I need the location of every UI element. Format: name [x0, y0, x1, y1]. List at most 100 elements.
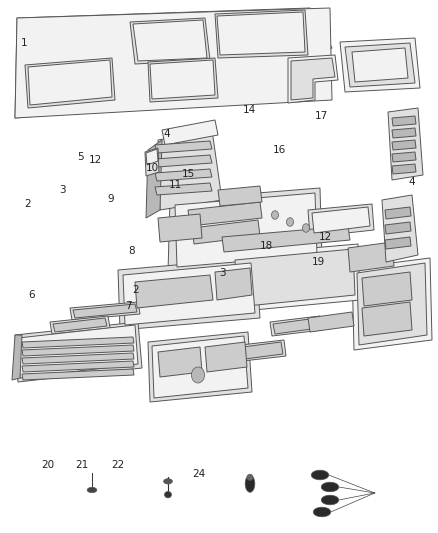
Polygon shape: [158, 130, 222, 210]
Polygon shape: [215, 10, 308, 58]
Polygon shape: [152, 336, 248, 398]
Ellipse shape: [247, 474, 253, 481]
Text: 17: 17: [314, 111, 328, 120]
Polygon shape: [145, 148, 159, 176]
Polygon shape: [73, 304, 137, 318]
Polygon shape: [352, 258, 432, 350]
Polygon shape: [357, 263, 427, 345]
Polygon shape: [392, 116, 416, 126]
Text: 2: 2: [132, 286, 139, 295]
Ellipse shape: [321, 495, 339, 505]
Text: 22: 22: [111, 460, 124, 470]
Circle shape: [191, 367, 205, 383]
Polygon shape: [22, 345, 134, 356]
Polygon shape: [22, 337, 134, 348]
Text: 8: 8: [128, 246, 135, 255]
Polygon shape: [15, 8, 332, 118]
Polygon shape: [135, 275, 213, 308]
Text: 11: 11: [169, 180, 182, 190]
Polygon shape: [308, 204, 374, 237]
Polygon shape: [58, 332, 114, 352]
Polygon shape: [70, 302, 140, 320]
Polygon shape: [385, 237, 411, 249]
Polygon shape: [146, 140, 162, 218]
Polygon shape: [15, 8, 332, 118]
Polygon shape: [155, 169, 212, 181]
Polygon shape: [392, 128, 416, 138]
Polygon shape: [382, 195, 418, 262]
Polygon shape: [22, 353, 134, 364]
Polygon shape: [352, 48, 408, 82]
Polygon shape: [130, 18, 210, 64]
Polygon shape: [230, 244, 360, 312]
Polygon shape: [155, 141, 212, 153]
Text: 3: 3: [59, 185, 66, 195]
Polygon shape: [175, 193, 317, 267]
Polygon shape: [155, 155, 212, 167]
Ellipse shape: [245, 475, 255, 492]
Polygon shape: [53, 318, 107, 332]
Text: 4: 4: [408, 177, 415, 187]
Polygon shape: [235, 249, 355, 307]
Ellipse shape: [321, 482, 339, 492]
Polygon shape: [235, 342, 283, 360]
Polygon shape: [308, 312, 354, 332]
Ellipse shape: [311, 470, 329, 480]
Polygon shape: [385, 207, 411, 219]
Text: 6: 6: [28, 290, 35, 300]
Polygon shape: [123, 263, 255, 325]
Text: 3: 3: [219, 268, 226, 278]
Polygon shape: [392, 140, 416, 150]
Ellipse shape: [313, 507, 331, 517]
Polygon shape: [362, 272, 412, 306]
Polygon shape: [218, 186, 262, 206]
Polygon shape: [270, 316, 322, 336]
Polygon shape: [192, 220, 260, 244]
Text: 4: 4: [163, 130, 170, 139]
Text: 1: 1: [21, 38, 28, 47]
Polygon shape: [273, 318, 319, 334]
Polygon shape: [28, 60, 112, 105]
Text: 20: 20: [42, 460, 55, 470]
Polygon shape: [158, 214, 202, 242]
Polygon shape: [232, 340, 286, 362]
Text: 10: 10: [146, 163, 159, 173]
Text: 12: 12: [319, 232, 332, 242]
Text: 9: 9: [107, 194, 114, 204]
Polygon shape: [15, 322, 142, 382]
Polygon shape: [345, 43, 415, 87]
Polygon shape: [222, 226, 350, 252]
Text: 7: 7: [125, 302, 132, 311]
Polygon shape: [155, 183, 212, 195]
Polygon shape: [217, 12, 305, 55]
Polygon shape: [385, 222, 411, 234]
Circle shape: [303, 224, 310, 232]
Polygon shape: [215, 268, 252, 300]
Polygon shape: [291, 58, 335, 100]
Polygon shape: [150, 60, 215, 99]
Polygon shape: [146, 149, 158, 165]
Polygon shape: [25, 58, 115, 108]
Text: 15: 15: [182, 169, 195, 179]
Polygon shape: [148, 58, 218, 102]
Text: 24: 24: [193, 470, 206, 479]
Text: 2: 2: [24, 199, 31, 209]
Polygon shape: [362, 302, 412, 336]
Polygon shape: [288, 55, 338, 103]
Polygon shape: [168, 188, 322, 272]
Polygon shape: [188, 202, 262, 226]
Polygon shape: [205, 342, 247, 372]
Polygon shape: [312, 207, 370, 233]
Polygon shape: [12, 335, 22, 380]
Polygon shape: [133, 20, 207, 61]
Ellipse shape: [87, 487, 97, 492]
Polygon shape: [348, 242, 394, 272]
Polygon shape: [148, 332, 252, 402]
Polygon shape: [50, 316, 110, 334]
Text: 21: 21: [76, 460, 89, 470]
Text: 16: 16: [273, 146, 286, 155]
Polygon shape: [118, 258, 260, 330]
Polygon shape: [22, 369, 134, 380]
Text: 19: 19: [312, 257, 325, 267]
Polygon shape: [388, 108, 423, 180]
